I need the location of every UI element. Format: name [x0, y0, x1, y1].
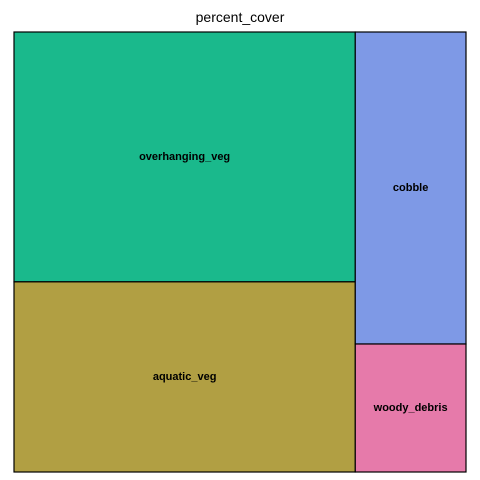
tile-label-cobble: cobble	[393, 182, 428, 194]
tile-label-woody-debris: woody_debris	[373, 402, 448, 414]
tile-label-aquatic-veg: aquatic_veg	[153, 371, 217, 383]
tile-label-overhanging-veg: overhanging_veg	[139, 151, 230, 163]
